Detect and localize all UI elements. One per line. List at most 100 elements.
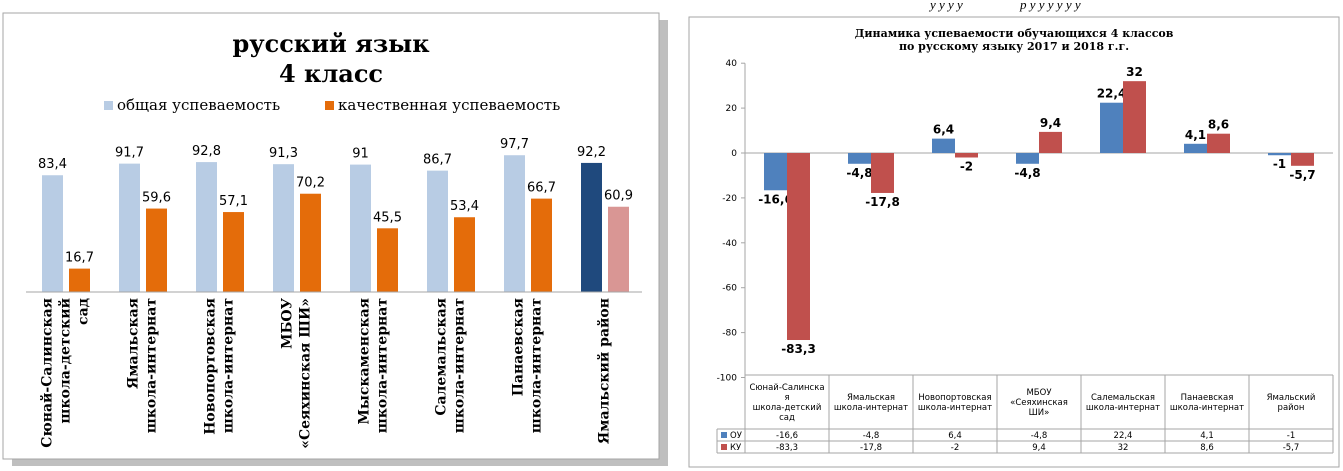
label-quality: 70,2 [296, 176, 325, 191]
table-row-name-ku: КУ [730, 443, 742, 453]
y-tick-label: -100 [717, 374, 738, 384]
category-label: Панаевская школа-интернат [511, 298, 545, 434]
bar-quality [223, 212, 244, 292]
category-label-line: школа-интернат [375, 298, 391, 434]
table-cell-ku: 32 [1118, 443, 1129, 453]
legend-label-quality: качественная успеваемость [338, 96, 560, 114]
category-label-line: школа-интернат [144, 298, 160, 434]
bar-general [504, 155, 525, 292]
table-header-line: МБОУ [1026, 388, 1052, 398]
category-label-line: МБОУ [280, 297, 296, 349]
bar-general [427, 170, 448, 292]
bar-general [581, 162, 602, 292]
label-ku: 9,4 [1040, 116, 1061, 130]
table-header-line: Салемальская [1091, 393, 1155, 403]
left-caption: у у у у [928, 0, 963, 12]
label-ou: -1 [1273, 157, 1286, 171]
bar-quality [69, 268, 90, 292]
label-quality: 16,7 [65, 251, 94, 266]
legend-label-general: общая успеваемость [117, 96, 280, 114]
bar-ku [871, 153, 894, 193]
label-ou: 4,1 [1185, 128, 1206, 142]
category-label: Новопортовская школа-интернат [203, 298, 237, 435]
category-label-line: школа-интернат [221, 298, 237, 434]
table-cell-ou: -4,8 [1031, 431, 1048, 441]
label-general: 92,2 [577, 145, 606, 160]
table-row-name-ou: ОУ [730, 431, 743, 441]
label-quality: 60,9 [604, 189, 633, 204]
table-cell-ku: 8,6 [1200, 443, 1214, 453]
table-header-line: школа-интернат [1170, 403, 1244, 413]
table-cell-ku: -17,8 [860, 443, 882, 453]
bar-ku [787, 153, 810, 341]
chart1-title: русский язык [232, 29, 430, 58]
table-cell-ku: -2 [951, 443, 959, 453]
table-cell-ou: -1 [1287, 431, 1295, 441]
table-header-line: школа-интернат [834, 403, 908, 413]
label-ou: -16,6 [758, 192, 793, 206]
bar-quality [454, 217, 475, 292]
table-cell-ou: 4,1 [1200, 431, 1214, 441]
right-caption: р у у у у у у [1019, 0, 1081, 12]
label-ku: 32 [1126, 65, 1143, 79]
bar-ku [1291, 153, 1314, 166]
table-header-line: Ямальская [847, 393, 895, 403]
bar-general [273, 164, 294, 292]
label-ku: -17,8 [865, 195, 900, 209]
bar-quality [608, 206, 629, 292]
category-label: Сюнай-Салинская школа-детский сад [39, 298, 92, 448]
label-ku: -2 [960, 159, 973, 173]
category-label: МБОУ «Сеяхинская ШИ» [280, 297, 314, 448]
label-general: 92,8 [192, 144, 221, 159]
table-cell-ou: -4,8 [863, 431, 880, 441]
y-tick-label: -80 [722, 329, 737, 339]
label-quality: 66,7 [527, 181, 556, 196]
label-general: 86,7 [423, 153, 452, 168]
category-label-line: Сюнай-Салинская [39, 298, 56, 448]
category-label: Салемальская школа-интернат [434, 298, 468, 434]
table-header-line: Сюнай-Салинска [749, 383, 824, 393]
bar-ku [1039, 131, 1062, 153]
category-label-line: школа-интернат [452, 298, 468, 434]
bar-ku [1207, 133, 1230, 153]
table-header-line: ШИ» [1029, 408, 1050, 418]
table-cell-ou: 22,4 [1114, 431, 1133, 441]
bar-quality [300, 193, 321, 292]
legend-swatch-general [104, 101, 113, 110]
label-ou: -4,8 [846, 166, 872, 180]
category-label-line: Мыскаменская [357, 298, 373, 425]
bar-quality [531, 198, 552, 292]
bar-ou [1268, 153, 1291, 156]
legend-swatch-quality [325, 101, 334, 110]
table-header-line: сад [779, 413, 795, 423]
label-general: 91,7 [115, 146, 144, 161]
bar-ou [1184, 143, 1207, 153]
label-ku: -5,7 [1289, 168, 1315, 182]
category-label-line: сад [76, 298, 92, 325]
category-label-line: Панаевская [511, 298, 527, 396]
table-legend-swatch-ou [721, 432, 727, 438]
label-quality: 59,6 [142, 191, 171, 206]
category-label-line: Новопортовская [203, 298, 219, 435]
table-header-line: район [1278, 403, 1305, 413]
bar-ku [1123, 81, 1146, 153]
bar-quality [377, 228, 398, 292]
y-tick-label: 20 [726, 104, 738, 114]
category-label-line: школа-интернат [529, 298, 545, 434]
y-tick-label: -60 [722, 284, 737, 294]
category-label-line: Ямальская [126, 298, 142, 389]
y-tick-label: 40 [726, 59, 738, 69]
label-general: 91 [352, 147, 369, 162]
chart1-legend: общая успеваемость качественная успеваем… [104, 96, 560, 114]
table-header-line: школа-интернат [918, 403, 992, 413]
y-tick-label: 0 [731, 149, 737, 159]
table-header-line: школа-интернат [1086, 403, 1160, 413]
bar-general [119, 163, 140, 292]
bar-quality [146, 208, 167, 292]
table-header-line: Новопортовская [918, 393, 991, 403]
category-label-line: Ямальский район [596, 298, 613, 444]
